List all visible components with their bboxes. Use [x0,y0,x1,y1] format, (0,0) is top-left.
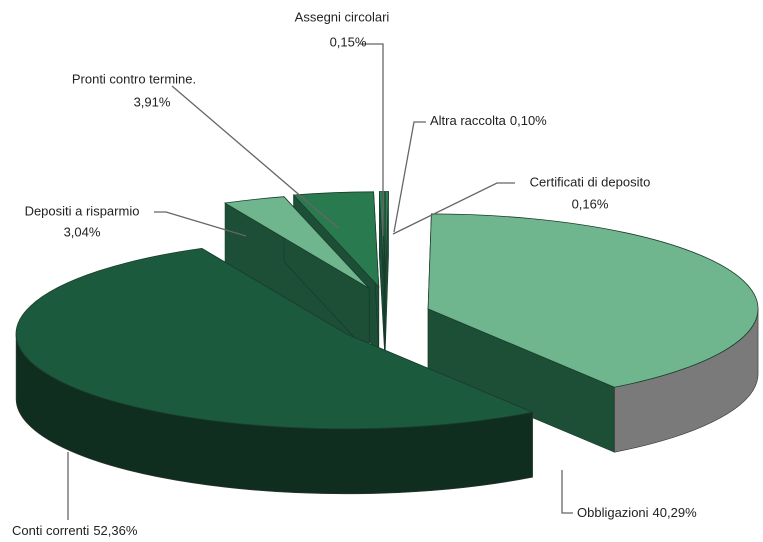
slice-label: Altra raccolta 0,10% [430,113,547,128]
slice-value: 40,29% [653,505,698,520]
slice-label: Certificati di deposito [530,174,651,189]
slice-top [223,196,370,289]
slice-label: Conti correnti 52,36% [12,523,138,538]
leader-line [561,470,573,514]
leader-line [154,211,247,237]
slice-name: Obbligazioni [577,505,649,520]
leader-line [392,182,515,235]
slice-label: Assegni circolari [295,9,390,24]
slice [384,191,389,352]
slice-value: 0,10% [510,113,547,128]
slice-top [384,191,389,287]
slice-value: 3,91% [134,94,171,109]
slice-name: Conti correnti [12,523,89,538]
slice-value: 52,36% [93,523,138,538]
slice [427,213,759,453]
leader-line [393,121,426,233]
slice-value: 3,04% [64,224,101,239]
slice-label: Pronti contro termine. [72,71,196,86]
slice-value: 0,15% [330,34,367,49]
slice-label: Obbligazioni 40,29% [577,505,697,520]
slice-value: 0,16% [572,196,609,211]
pie [15,191,759,495]
slice-top [292,191,380,288]
leader-lines [67,43,573,520]
slice-top [15,247,534,430]
slice-top [427,213,759,388]
leader-line [360,43,384,236]
slice [15,247,534,495]
slice [223,195,370,355]
slice-label: Depositi a risparmio [25,203,140,218]
slice-name: Altra raccolta [430,113,507,128]
leader-line [171,85,339,229]
